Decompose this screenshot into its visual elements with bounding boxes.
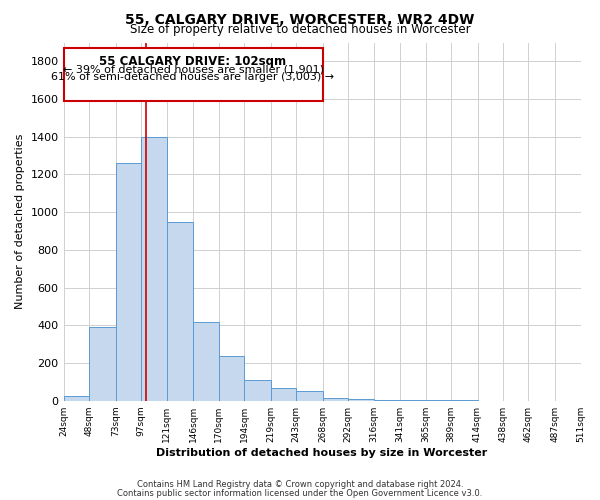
- Bar: [141, 137, 167, 400]
- Text: Contains HM Land Registry data © Crown copyright and database right 2024.: Contains HM Land Registry data © Crown c…: [137, 480, 463, 489]
- Bar: [64, 396, 89, 400]
- Bar: [116, 163, 141, 400]
- X-axis label: Distribution of detached houses by size in Worcester: Distribution of detached houses by size …: [157, 448, 488, 458]
- Text: 55, CALGARY DRIVE, WORCESTER, WR2 4DW: 55, CALGARY DRIVE, WORCESTER, WR2 4DW: [125, 12, 475, 26]
- Text: ← 39% of detached houses are smaller (1,901): ← 39% of detached houses are smaller (1,…: [62, 64, 323, 74]
- Text: Size of property relative to detached houses in Worcester: Size of property relative to detached ho…: [130, 24, 470, 36]
- Bar: [167, 222, 193, 400]
- Bar: [89, 327, 116, 400]
- Y-axis label: Number of detached properties: Number of detached properties: [15, 134, 25, 310]
- Text: Contains public sector information licensed under the Open Government Licence v3: Contains public sector information licen…: [118, 488, 482, 498]
- Bar: [218, 356, 244, 401]
- Bar: [244, 380, 271, 400]
- Text: 61% of semi-detached houses are larger (3,003) →: 61% of semi-detached houses are larger (…: [52, 72, 335, 82]
- Bar: [271, 388, 296, 400]
- Bar: [193, 322, 218, 400]
- Bar: [296, 392, 323, 400]
- Text: 55 CALGARY DRIVE: 102sqm: 55 CALGARY DRIVE: 102sqm: [100, 55, 287, 68]
- Bar: [348, 399, 374, 400]
- Bar: [323, 398, 348, 400]
- FancyBboxPatch shape: [64, 48, 323, 101]
